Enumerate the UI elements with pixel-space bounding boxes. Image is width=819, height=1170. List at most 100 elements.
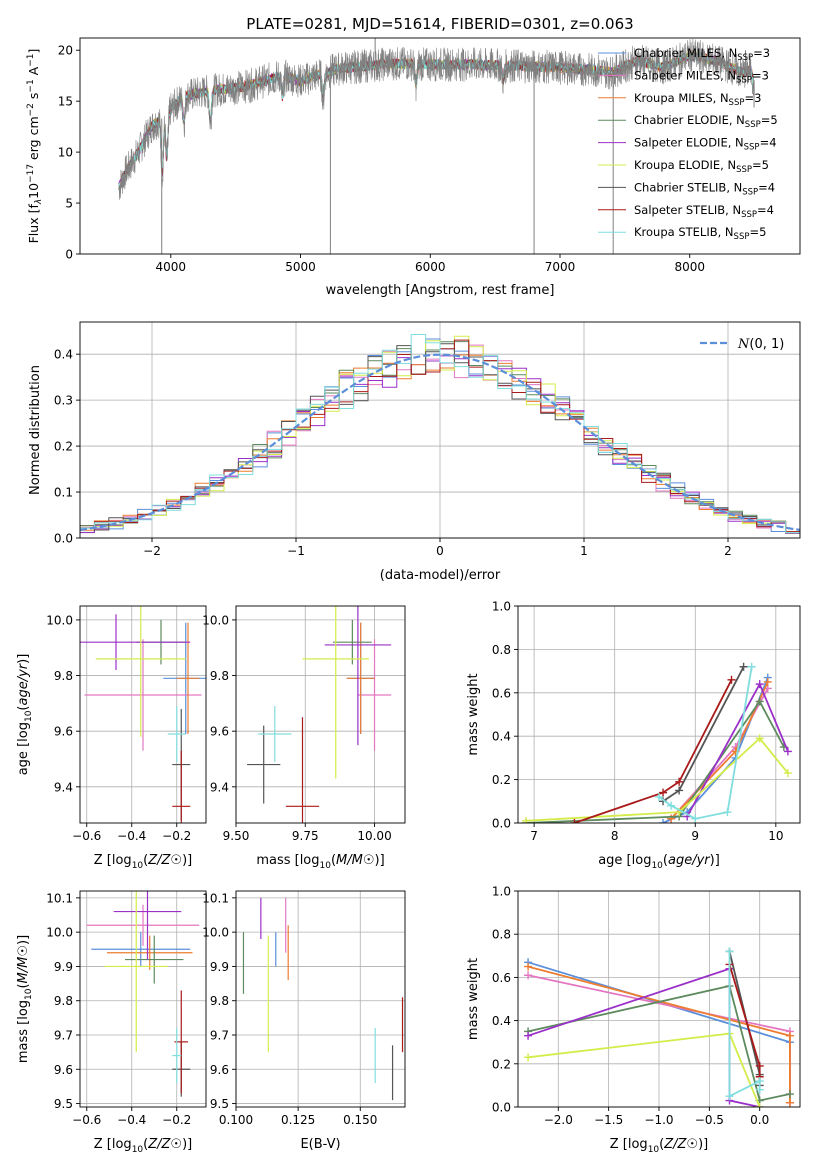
y-tick-label: 10 (58, 146, 73, 160)
label-part: ( (143, 1137, 148, 1152)
y-tick-label: 10.0 (202, 926, 229, 940)
weight-line (728, 951, 761, 1086)
weight-marker (755, 1077, 764, 1086)
panel-age-vs-Z: −0.6 −0.4 −0.29.49.69.810.0Z [log10(Z/Z☉)]… (16, 605, 207, 871)
weight-series (655, 662, 756, 823)
errorbar-point (172, 1028, 182, 1083)
y-tick-label: 0.0 (54, 532, 73, 546)
x-tick-label: 8000 (674, 260, 705, 274)
y-tick-label: 15 (58, 95, 73, 109)
legend-entry: N(0, 1) (737, 337, 784, 352)
legend-name: Chabrier STELIB, N (634, 180, 742, 194)
label-part: age/yr (668, 853, 711, 868)
y-tick-label: 0.4 (492, 1014, 511, 1028)
panel-weight-vs-Z: −2.0 −1.5 −1.0 −0.5 0.0 0.0 0.2 0.4 0.6 0.8 1.0 Z [… (466, 885, 801, 1155)
y-tick-label: 9.4 (54, 780, 73, 794)
x-tick-label: 4000 (156, 260, 187, 274)
y-tick-label: 0.0 (492, 817, 511, 831)
weight-line (574, 679, 733, 823)
legend-nssp: =3 (752, 68, 769, 82)
y-tick-label: 0.1 (54, 486, 73, 500)
legend-entry: Kroupa MILES, NSSP=3 (634, 91, 761, 108)
axis-label: E(B-V) (300, 1137, 340, 1152)
label-part: )] (375, 853, 385, 868)
label-sub: λ (34, 199, 44, 205)
label-part: 10 (26, 183, 41, 199)
errorbar-point (167, 706, 186, 762)
plot-area-age-vs-Z (80, 606, 206, 823)
legend-entry: Kroupa STELIB, NSSP=5 (634, 225, 766, 242)
x-tick-label: 9.50 (223, 829, 250, 843)
axes-frame (79, 605, 207, 824)
axis-label: Z [log10(Z/Z☉)] (94, 1137, 192, 1155)
weight-marker (659, 819, 668, 823)
label-part: ( (659, 1137, 664, 1152)
legend-nssp: =5 (749, 225, 766, 239)
y-tick-label: 9.4 (210, 780, 229, 794)
label-sub: 10 (651, 861, 663, 871)
plot-area-mass-vs-ebv (242, 897, 404, 1101)
label-part: Z/Z☉ (663, 1137, 698, 1152)
weight-marker (725, 947, 734, 956)
x-tick-label: −0.4 (117, 829, 146, 843)
label-part: Z [log (94, 853, 132, 868)
weight-marker (755, 1085, 764, 1094)
weight-series (522, 734, 792, 823)
observed-spectrum-line (118, 38, 755, 200)
label-part: s (26, 93, 41, 104)
y-tick-label: 20 (58, 44, 73, 58)
label-part: ( (663, 853, 668, 868)
axis-label: mass [log10(M/M☉)] (16, 935, 34, 1063)
x-tick-label: −1.5 (594, 1113, 623, 1127)
label-part: erg cm (26, 116, 41, 164)
label-sub: 10 (648, 1145, 660, 1155)
x-tick-label: −0.4 (117, 1113, 146, 1127)
label-part: Z [log (94, 1137, 132, 1152)
weight-marker (755, 734, 764, 743)
legend-entry: Salpeter MILES, NSSP=3 (634, 68, 769, 85)
x-tick-label: 10.00 (357, 829, 391, 843)
legend-nssp: =3 (744, 91, 761, 105)
y-tick-label: 9.8 (54, 994, 73, 1008)
errorbar-point (95, 606, 186, 737)
errorbar-point (357, 639, 392, 751)
y-tick-label: 0.8 (492, 643, 511, 657)
weight-marker (725, 1092, 734, 1101)
label-sup: −2 (26, 103, 36, 116)
errorbar-point (285, 717, 320, 823)
label-part: ( (331, 853, 336, 868)
y-tick-label: 0.6 (492, 686, 511, 700)
x-tick-label: 1 (580, 544, 588, 558)
legend-entry: Chabrier STELIB, NSSP=4 (634, 180, 775, 197)
errorbar-point (104, 891, 168, 1053)
errorbar-point (91, 932, 191, 967)
x-tick-label: 6000 (415, 260, 446, 274)
weight-marker (763, 677, 772, 686)
legend-name: Chabrier MILES, N (634, 46, 737, 60)
label-part: Z/Z☉ (147, 1137, 182, 1152)
y-axis-label: mass weight (466, 673, 481, 755)
x-tick-label: 0.125 (281, 1113, 315, 1127)
y-tick-label: 10.0 (46, 613, 73, 627)
y-tick-label: 9.6 (54, 725, 73, 739)
y-tick-label: 10.1 (46, 891, 73, 905)
weight-marker (783, 769, 792, 778)
label-part: ( (16, 706, 31, 711)
plot-area-weight-vs-Z (524, 947, 794, 1107)
weight-marker (655, 792, 663, 801)
gaussian-reference-curve (80, 353, 800, 531)
label-sup: −1 (26, 79, 36, 92)
y-tick-label: 9.9 (54, 960, 73, 974)
axes-frame (235, 890, 406, 1108)
weight-marker (570, 819, 579, 823)
axes-frame (79, 37, 801, 255)
legend-name: Chabrier ELODIE, N (634, 113, 745, 127)
y-tick-label: 9.6 (210, 725, 229, 739)
weight-line (527, 984, 791, 1102)
errorbar-point (80, 614, 191, 670)
label-part: M/M☉ (336, 853, 374, 868)
y-tick-label: 10.0 (46, 926, 73, 940)
errorbar-point (172, 750, 191, 823)
y-axis-label: Flux [fλ10−17 erg cm−2 s−1 A−1] (26, 49, 44, 244)
weight-marker (524, 971, 533, 980)
